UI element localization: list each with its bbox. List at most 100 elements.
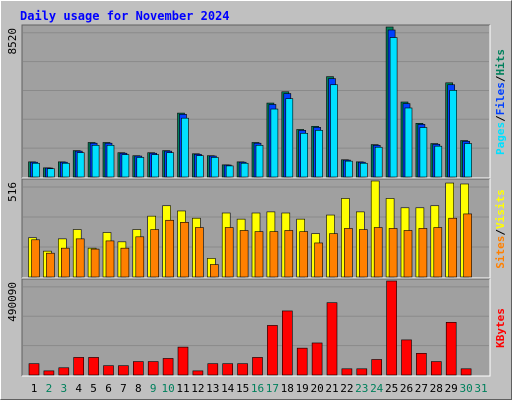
bar <box>330 84 338 178</box>
bar <box>299 231 309 278</box>
bar <box>285 98 294 178</box>
panel-edge-light <box>22 25 491 179</box>
bar <box>210 264 219 278</box>
bar <box>416 353 427 376</box>
bar <box>386 280 397 376</box>
bar <box>373 227 383 278</box>
bar <box>374 146 383 178</box>
x-tick-label: 21 <box>325 382 338 395</box>
bar <box>239 230 249 278</box>
legend-entry: Sites <box>494 236 507 269</box>
bar <box>166 152 174 178</box>
bar <box>177 346 189 376</box>
x-tick-label: 9 <box>150 382 157 395</box>
bar <box>46 252 55 278</box>
legend-entry: Pages <box>494 122 507 155</box>
bar <box>314 242 323 278</box>
bar <box>222 363 233 376</box>
bar <box>344 228 353 278</box>
bar <box>270 108 279 178</box>
bar <box>133 361 144 376</box>
bar <box>300 133 309 178</box>
bar <box>240 162 249 178</box>
panel-edge-dark <box>21 178 490 278</box>
x-tick-label: 11 <box>176 382 189 395</box>
bar <box>445 322 457 376</box>
bar <box>371 359 383 376</box>
bar <box>90 248 100 278</box>
x-tick-label: 5 <box>90 382 97 395</box>
bar <box>403 230 413 278</box>
legend-entry: Hits <box>494 49 507 76</box>
bar <box>254 231 264 278</box>
bar <box>28 363 40 376</box>
bar <box>430 361 442 376</box>
bar <box>267 325 278 376</box>
bar <box>464 143 472 178</box>
legend-separator: / <box>494 75 507 82</box>
x-tick-label: 29 <box>445 382 458 395</box>
bar <box>192 370 204 376</box>
bar <box>389 37 398 178</box>
bar <box>162 358 174 376</box>
bar <box>418 228 428 278</box>
x-tick-label: 3 <box>60 382 67 395</box>
x-tick-label: 31 <box>474 382 487 395</box>
bar <box>43 370 55 376</box>
x-tick-label: 20 <box>310 382 323 395</box>
bar <box>255 145 264 178</box>
x-tick-label: 6 <box>105 382 112 395</box>
bar <box>449 90 458 178</box>
bar <box>419 127 428 178</box>
bar <box>252 357 263 376</box>
bar <box>433 227 443 278</box>
bar <box>359 162 368 178</box>
bar <box>284 230 294 278</box>
bar <box>463 213 472 278</box>
legend: Pages/Files/Hits <box>494 49 507 155</box>
bar <box>224 227 234 278</box>
bar <box>269 231 279 278</box>
bar <box>195 227 204 278</box>
x-tick-label: 18 <box>281 382 294 395</box>
x-tick-label: 27 <box>415 382 428 395</box>
panel-edge-light <box>22 279 491 377</box>
x-tick-label: 1 <box>31 382 38 395</box>
x-tick-label: 26 <box>400 382 413 395</box>
bar <box>150 229 159 278</box>
x-tick-label: 14 <box>221 382 235 395</box>
bar <box>196 155 204 178</box>
bar <box>345 160 353 178</box>
bar <box>106 145 115 178</box>
x-tick-label: 17 <box>266 382 279 395</box>
bar <box>225 165 234 178</box>
bar <box>326 302 338 376</box>
legend-separator: / <box>494 115 507 122</box>
bar <box>147 361 159 376</box>
bar <box>281 310 293 376</box>
bar <box>448 217 458 278</box>
x-tick-label: 15 <box>236 382 249 395</box>
bar <box>31 239 40 278</box>
legend-separator: / <box>494 229 507 236</box>
legend: Sites/Visits <box>494 189 507 269</box>
bar <box>76 152 85 178</box>
x-tick-label: 2 <box>46 382 53 395</box>
legend-entry: KBytes <box>494 308 507 348</box>
bar <box>388 228 398 278</box>
bar <box>103 365 114 376</box>
y-tick-label: 8520 <box>6 28 19 55</box>
y-tick-label: 516 <box>6 182 19 202</box>
legend-entry: Visits <box>494 189 507 229</box>
bar <box>61 162 70 178</box>
legend-entry: Files <box>494 82 507 115</box>
x-tick-label: 19 <box>296 382 309 395</box>
panel-edge-dark <box>21 278 490 376</box>
bar <box>118 365 129 376</box>
chart-title: Daily usage for November 2024 <box>20 9 230 23</box>
bar <box>47 168 55 178</box>
bar <box>401 339 412 376</box>
bar <box>296 347 308 376</box>
